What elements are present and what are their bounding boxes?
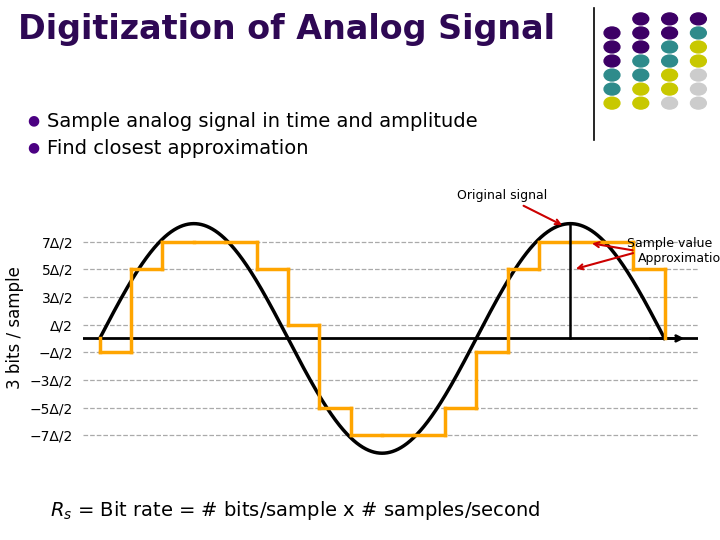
Text: Original signal: Original signal bbox=[457, 189, 560, 224]
Text: Sample analog signal in time and amplitude: Sample analog signal in time and amplitu… bbox=[47, 112, 477, 131]
Text: Digitization of Analog Signal: Digitization of Analog Signal bbox=[18, 14, 555, 46]
Text: Sample value: Sample value bbox=[578, 237, 712, 269]
Y-axis label: 3 bits / sample: 3 bits / sample bbox=[6, 267, 24, 389]
Text: ●: ● bbox=[27, 140, 40, 154]
Text: Find closest approximation: Find closest approximation bbox=[47, 139, 308, 158]
Text: $\mathit{R}_s$ = Bit rate = # bits/sample x # samples/second: $\mathit{R}_s$ = Bit rate = # bits/sampl… bbox=[50, 499, 541, 522]
Text: Approximation: Approximation bbox=[594, 242, 720, 265]
Text: ●: ● bbox=[27, 113, 40, 127]
